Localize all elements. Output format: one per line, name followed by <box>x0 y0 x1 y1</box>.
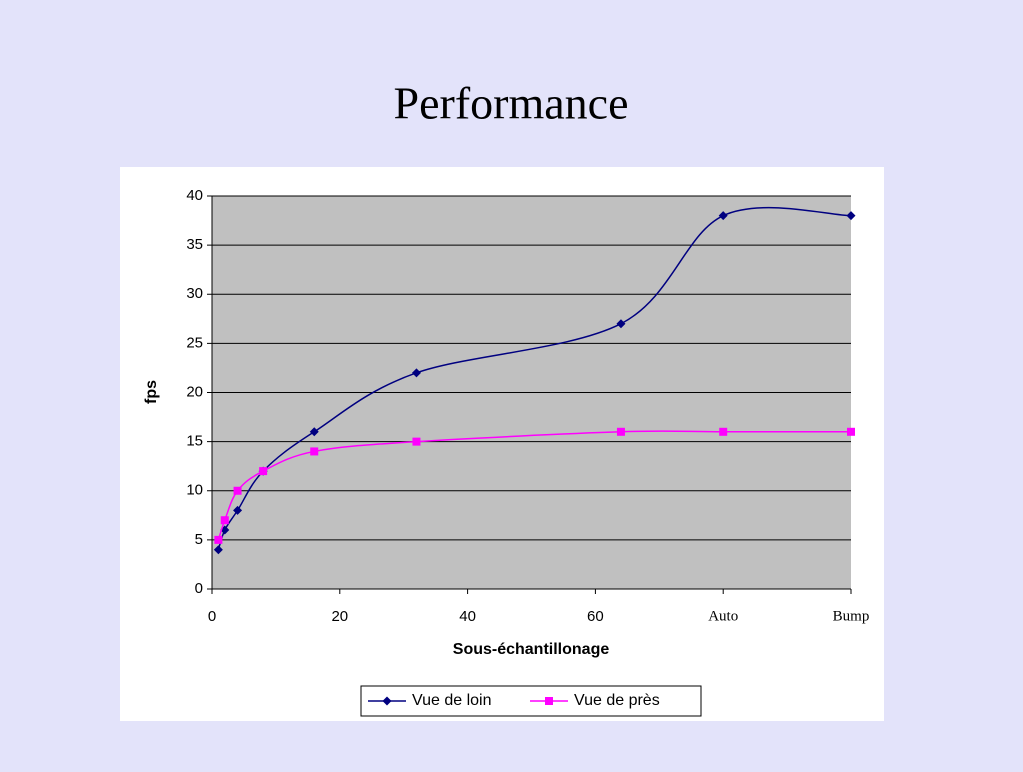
data-point <box>718 211 728 221</box>
data-point <box>310 447 319 456</box>
y-tick-label: 10 <box>186 482 203 499</box>
legend-marker <box>382 696 392 706</box>
x-tick-label: 0 <box>208 608 216 625</box>
data-point <box>259 467 268 476</box>
y-tick-label: 35 <box>186 236 203 253</box>
data-point <box>233 505 243 515</box>
y-tick-label: 0 <box>195 580 203 597</box>
y-tick-label: 25 <box>186 334 203 351</box>
x-tick-label: 20 <box>331 608 348 625</box>
y-axis-title: fps <box>143 380 160 404</box>
legend-label: Vue de près <box>574 692 660 709</box>
data-point <box>719 427 728 436</box>
data-point <box>846 211 856 221</box>
data-point <box>233 486 242 495</box>
x-axis-title: Sous-échantillonage <box>453 641 610 658</box>
legend-label: Vue de loin <box>412 692 491 709</box>
y-tick-label: 30 <box>186 285 203 302</box>
x-tick-label: Auto <box>708 608 738 624</box>
legend <box>360 685 702 717</box>
data-point <box>309 427 319 437</box>
data-point <box>220 516 229 525</box>
data-point <box>847 427 855 436</box>
x-tick-label: 40 <box>459 608 476 625</box>
y-tick-label: 40 <box>186 187 203 204</box>
y-tick-label: 15 <box>186 433 203 450</box>
series-line <box>217 206 852 550</box>
data-point <box>213 545 223 555</box>
data-point <box>412 437 421 446</box>
data-point <box>616 319 626 329</box>
data-point <box>411 368 421 378</box>
y-tick-label: 20 <box>186 383 203 400</box>
data-point <box>214 535 223 544</box>
series-line <box>217 430 852 541</box>
legend-marker <box>545 697 553 705</box>
data-point <box>616 427 625 436</box>
x-tick-label: 60 <box>587 608 604 625</box>
slide-title: Performance <box>394 78 629 129</box>
x-tick-label: Bump <box>833 608 870 624</box>
y-tick-label: 5 <box>195 531 203 548</box>
